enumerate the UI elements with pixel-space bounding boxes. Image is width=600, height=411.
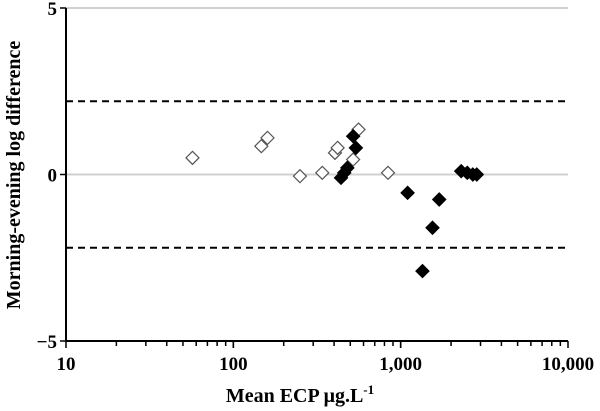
y-axis-title: Morning-evening log difference xyxy=(3,41,25,310)
x-axis-ticks: 10 100 1,000 10,000 xyxy=(57,341,594,375)
reference-lines xyxy=(66,7,568,249)
open-diamond-marker xyxy=(185,150,200,166)
data-points xyxy=(185,122,485,279)
filled-diamond-marker xyxy=(348,140,364,156)
open-diamond-marker xyxy=(314,165,330,181)
filled-diamond-marker xyxy=(345,128,361,144)
open-diamond-marker xyxy=(253,138,269,154)
y-tick-label: 5 xyxy=(48,0,58,20)
y-tick-label: 0 xyxy=(48,166,58,187)
x-tick-label: 100 xyxy=(219,354,248,375)
y-tick-label: −5 xyxy=(37,332,57,353)
y-axis-ticks: 5 0 −5 xyxy=(37,0,66,353)
x-tick-label: 1,000 xyxy=(379,354,422,375)
filled-diamond-marker xyxy=(339,160,355,176)
open-diamond-marker xyxy=(345,152,361,167)
filled-diamond-marker xyxy=(400,185,415,201)
x-axis-title: Mean ECP μg.L-1 xyxy=(226,382,374,407)
x-axis-title-main: Mean ECP μg.L xyxy=(226,385,363,407)
filled-diamond-marker xyxy=(415,263,430,279)
open-diamond-marker xyxy=(380,165,396,181)
filled-diamond-marker xyxy=(469,167,485,182)
x-tick-label: 10,000 xyxy=(542,354,594,375)
x-axis-title-superscript: -1 xyxy=(363,382,374,397)
filled-diamond-marker xyxy=(425,220,440,236)
open-diamond-marker xyxy=(330,140,345,156)
open-diamond-marker xyxy=(260,130,275,146)
filled-diamond-marker xyxy=(431,192,447,207)
open-diamond-marker xyxy=(292,168,308,184)
x-tick-label: 10 xyxy=(57,354,76,375)
